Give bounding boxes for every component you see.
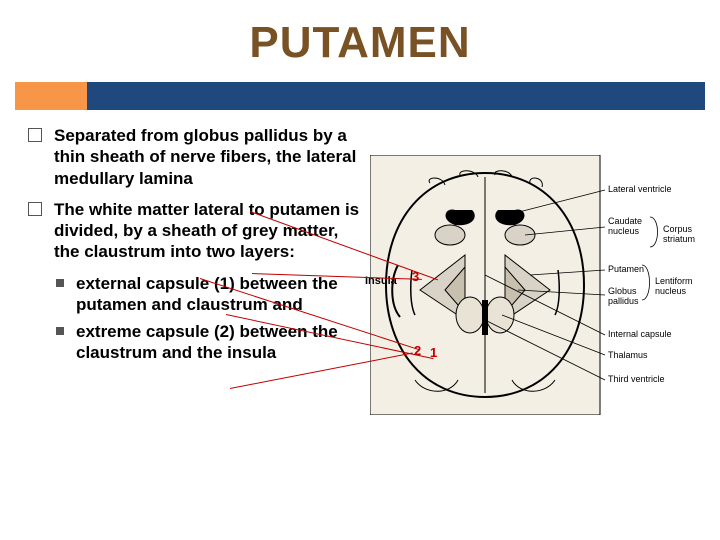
header-bar <box>15 82 705 110</box>
sub-bullet-text: extreme capsule (2) between the claustru… <box>76 321 363 364</box>
label-internal-capsule: Internal capsule <box>608 330 672 340</box>
bullet-marker-icon <box>28 128 42 142</box>
bullet-text: The white matter lateral to putamen is d… <box>54 199 363 263</box>
brain-diagram: Insula 3 1 2 Lateral ventricle Caudatenu… <box>370 155 705 415</box>
sub-marker-icon <box>56 327 64 335</box>
bullet-text: Separated from globus pallidus by a thin… <box>54 125 363 189</box>
bullet-marker-icon <box>28 202 42 216</box>
sub-marker-icon <box>56 279 64 287</box>
label-globus-pallidus: Globuspallidus <box>608 287 639 307</box>
label-corpus-striatum: Corpus striatum <box>663 225 705 245</box>
label-thalamus: Thalamus <box>608 351 648 361</box>
sub-bullet-text: external capsule (1) between the putamen… <box>76 273 363 316</box>
label-lentiform-nucleus: Lentiform nucleus <box>655 277 705 297</box>
label-lateral-ventricle: Lateral ventricle <box>608 185 672 195</box>
label-third-ventricle: Third ventricle <box>608 375 665 385</box>
sub-bullet-item: extreme capsule (2) between the claustru… <box>56 321 363 364</box>
bullet-item: Separated from globus pallidus by a thin… <box>28 125 363 189</box>
bullet-item: The white matter lateral to putamen is d… <box>28 199 363 263</box>
label-putamen: Putamen <box>608 265 644 275</box>
label-caudate-nucleus: Caudatenucleus <box>608 217 642 237</box>
slide-title: PUTAMEN <box>0 0 720 68</box>
header-accent <box>15 82 87 110</box>
sub-bullet-item: external capsule (1) between the putamen… <box>56 273 363 316</box>
